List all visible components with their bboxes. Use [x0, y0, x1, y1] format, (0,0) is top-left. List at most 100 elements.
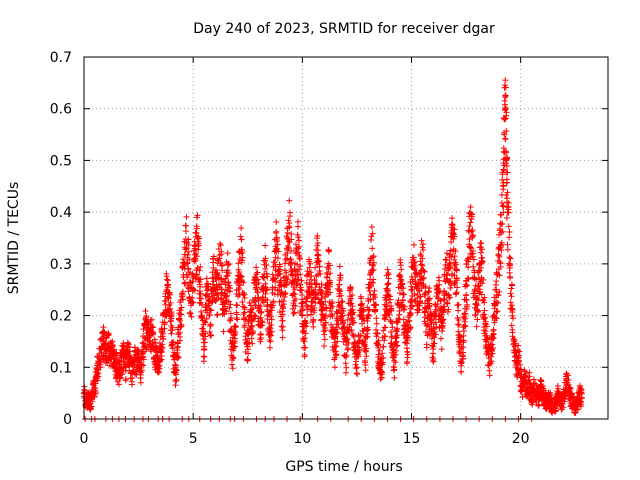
data-point [504, 169, 511, 176]
data-point [416, 306, 423, 313]
data-point [274, 255, 281, 262]
data-point [230, 344, 237, 351]
data-point [302, 344, 309, 351]
data-point [354, 371, 361, 378]
data-point [189, 278, 196, 285]
data-point [210, 253, 217, 260]
data-point [268, 316, 275, 323]
data-point [286, 223, 293, 230]
data-point [353, 370, 360, 377]
data-point [490, 345, 497, 352]
data-point [258, 308, 265, 315]
data-point [323, 274, 330, 281]
data-point [498, 247, 505, 254]
chart-title: Day 240 of 2023, SRMTID for receiver dga… [193, 21, 495, 37]
data-point [382, 314, 389, 321]
data-point [364, 333, 371, 340]
data-point [508, 282, 515, 289]
data-point [417, 293, 424, 300]
data-point [363, 347, 370, 354]
data-point [336, 307, 343, 314]
data-point [151, 336, 158, 343]
data-point [333, 351, 340, 358]
data-point [506, 234, 513, 241]
data-point [388, 329, 395, 336]
data-point [425, 288, 432, 295]
data-point [566, 385, 573, 392]
data-point [318, 307, 325, 314]
data-point [366, 306, 373, 313]
data-point [284, 242, 291, 249]
data-point [168, 342, 175, 349]
data-point [445, 292, 452, 299]
data-point [508, 293, 515, 300]
plot-frame [83, 56, 609, 420]
y-tick-label: 0.4 [50, 205, 72, 221]
data-point [390, 367, 397, 374]
data-point [538, 378, 545, 385]
data-point [296, 237, 303, 244]
data-point [269, 271, 276, 278]
data-point [356, 337, 363, 344]
data-point [314, 247, 321, 254]
data-point [477, 264, 484, 271]
data-point [476, 286, 483, 293]
data-point [369, 245, 376, 252]
data-point [288, 231, 295, 238]
data-point [369, 230, 376, 237]
data-point [252, 275, 259, 282]
data-point [205, 283, 212, 290]
data-point [182, 246, 189, 253]
data-point [467, 244, 474, 251]
data-point [433, 303, 440, 310]
data-point [480, 276, 487, 283]
data-point [327, 307, 334, 314]
data-point [377, 376, 384, 383]
data-point [304, 312, 311, 319]
data-point [457, 333, 464, 340]
data-point [494, 299, 501, 306]
data-point [284, 250, 291, 257]
data-point [235, 260, 242, 267]
data-point [214, 270, 221, 277]
data-point [299, 329, 306, 336]
data-point [376, 347, 383, 354]
data-point [455, 307, 462, 314]
data-point [210, 259, 217, 266]
data-point [225, 270, 232, 277]
data-point [437, 335, 444, 342]
data-point [197, 276, 204, 283]
data-point [264, 286, 271, 293]
data-point [502, 115, 509, 122]
data-point [308, 284, 315, 291]
data-point [460, 344, 467, 351]
data-point [353, 365, 360, 372]
data-point [245, 350, 252, 357]
data-point [454, 321, 461, 328]
data-point [474, 282, 481, 289]
data-point [92, 390, 99, 397]
data-point [317, 270, 324, 277]
y-tick-label: 0.6 [50, 102, 72, 118]
data-point [509, 333, 516, 340]
data-point [298, 277, 305, 284]
data-point [442, 256, 449, 263]
data-point [182, 222, 189, 229]
data-point [478, 291, 485, 298]
data-point [292, 250, 299, 257]
data-point [284, 235, 291, 242]
data-point [322, 324, 329, 331]
data-point [371, 287, 378, 294]
data-point [274, 241, 281, 248]
data-point [451, 253, 458, 260]
data-point [137, 371, 144, 378]
data-point [400, 285, 407, 292]
data-point [231, 335, 238, 342]
data-point [150, 331, 157, 338]
data-point [348, 310, 355, 317]
data-point [178, 304, 185, 311]
data-point [453, 261, 460, 268]
data-point [148, 316, 155, 323]
data-point [428, 315, 435, 322]
